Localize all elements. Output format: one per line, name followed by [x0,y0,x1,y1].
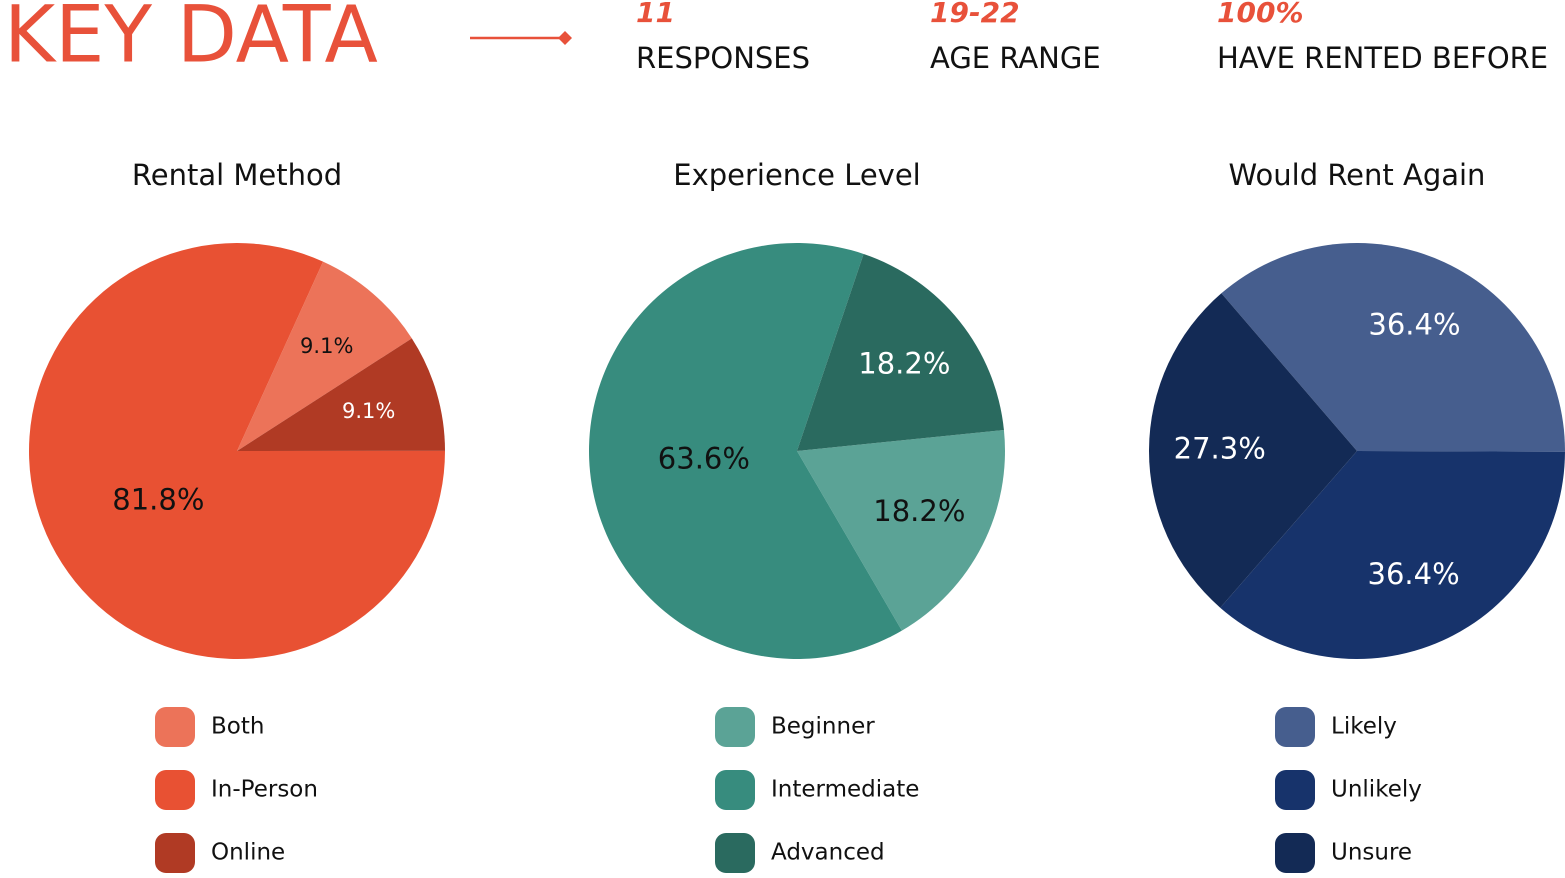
chart-title: Experience Level [673,158,921,192]
legend-label: Likely [1331,714,1397,740]
stat-label: RESPONSES [636,41,810,75]
legend-swatch [155,833,195,873]
slice-label: 9.1% [342,399,395,423]
legend-label: Unsure [1331,840,1412,866]
arrow [470,31,572,45]
legend-swatch [1275,833,1315,873]
slice-label: 63.6% [658,441,750,475]
stat-value: 19-22 [930,0,1020,29]
slice-label: 27.3% [1174,431,1266,465]
stat-label: HAVE RENTED BEFORE [1217,41,1548,75]
legend-label: In-Person [211,777,318,803]
legend-label: Both [211,714,264,740]
slice-label: 18.2% [873,494,965,528]
slice-label: 18.2% [858,346,950,380]
stat-value: 11 [636,0,675,29]
slice-label: 36.4% [1368,307,1460,341]
pie-slice [589,243,902,660]
legend-swatch [1275,707,1315,747]
slice-label: 36.4% [1368,557,1460,591]
slice-label: 9.1% [300,334,353,358]
legend-label: Beginner [771,714,875,740]
legend-label: Advanced [771,840,885,866]
pie-slice [237,261,412,451]
page-title: KEY DATA [4,0,378,80]
pie-slice [237,338,445,451]
pie-slice [1149,293,1357,608]
legend-label: Unlikely [1331,777,1422,803]
chart-title: Would Rent Again [1229,158,1486,192]
pie-slice [797,429,1005,631]
pie-slice [1221,243,1565,452]
legend-swatch [715,770,755,810]
pie-slice [797,253,1004,451]
legend-swatch [155,707,195,747]
legend-label: Online [211,840,285,866]
legend-swatch [715,707,755,747]
pie-slice [1220,451,1565,660]
legend-swatch [715,833,755,873]
stat-label: AGE RANGE [930,41,1101,75]
legend-label: Intermediate [771,777,919,803]
legend-swatch [1275,770,1315,810]
slice-label: 81.8% [112,483,204,517]
stat-value: 100% [1217,0,1304,29]
chart-title: Rental Method [132,158,342,192]
legend-swatch [155,770,195,810]
